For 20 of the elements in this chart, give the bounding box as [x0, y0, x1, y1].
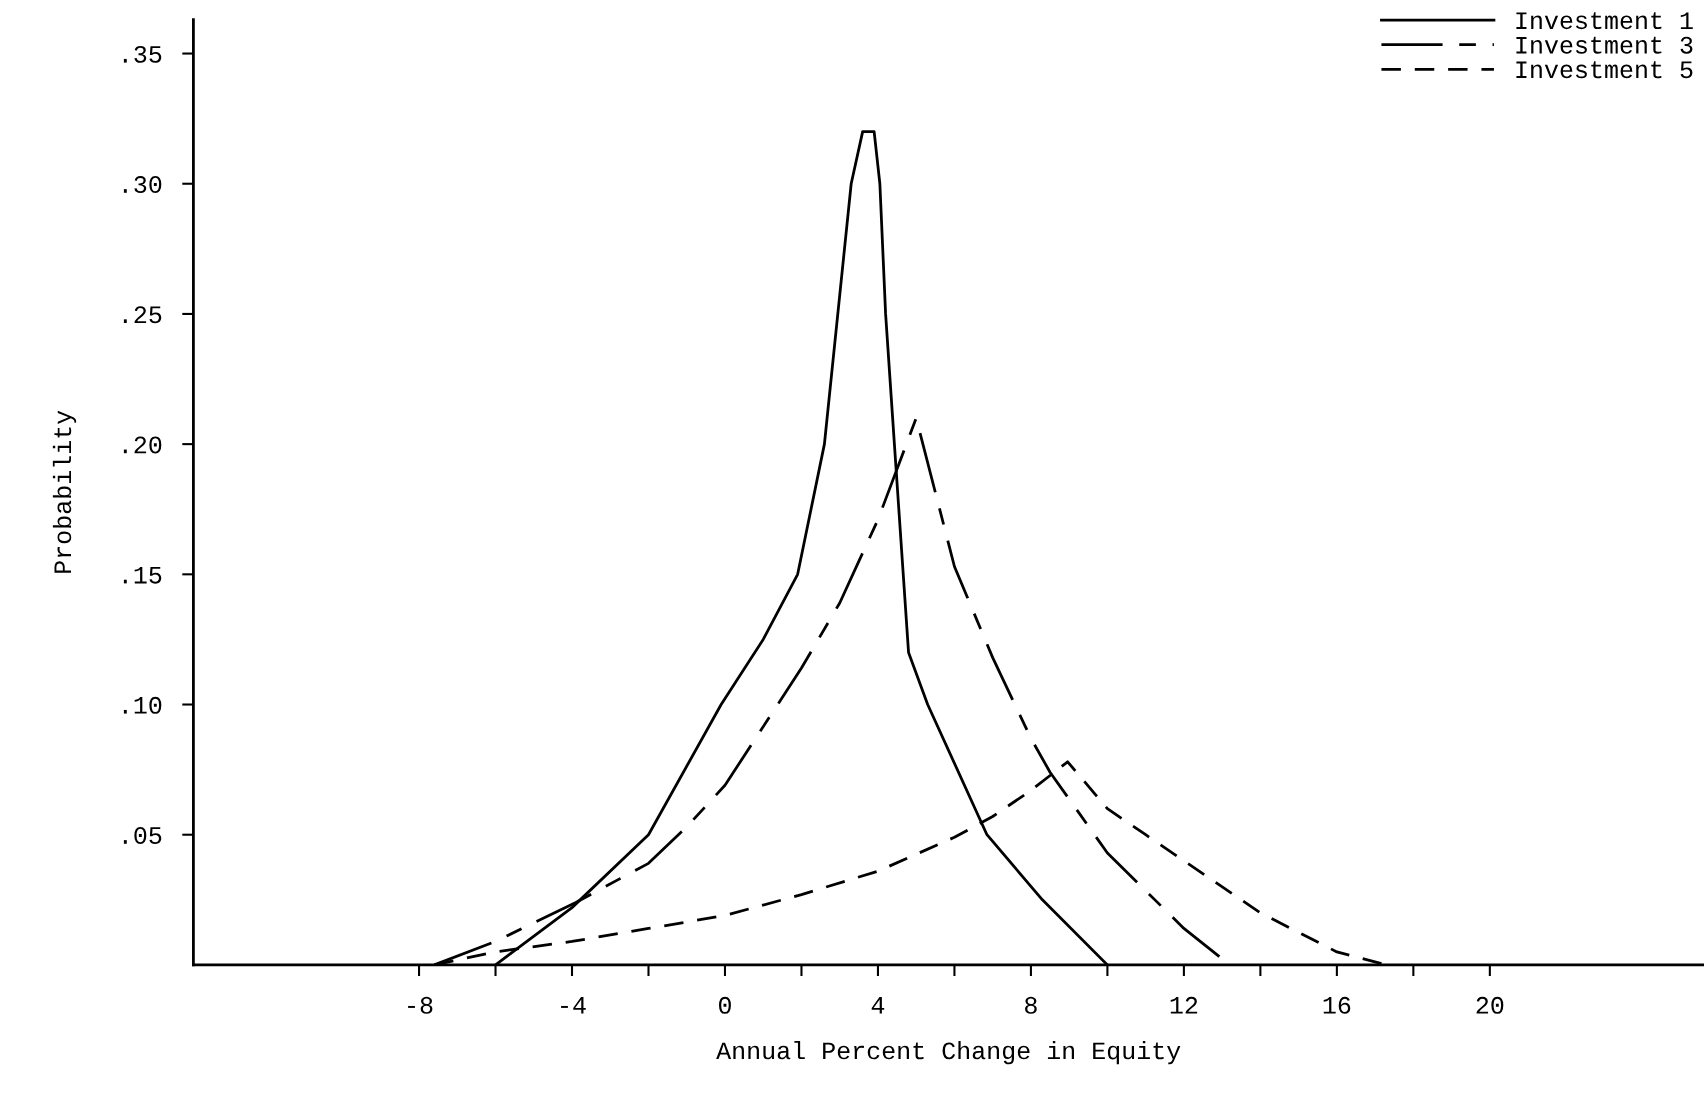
y-tick-label: .30: [123, 176, 162, 194]
x-tick-label: -4: [561, 997, 586, 1014]
y-tick-label: .20: [123, 436, 162, 454]
x-tick-label: 12: [1170, 996, 1198, 1014]
y-tick-label: .10: [123, 696, 162, 714]
y-tick-label: .25: [123, 306, 162, 324]
x-tick-label: 16: [1323, 996, 1351, 1014]
x-tick-label: 4: [871, 997, 885, 1014]
legend-label: Investment 3: [1516, 36, 1693, 54]
x-tick-label: -8: [408, 996, 433, 1014]
x-tick-label: 20: [1476, 996, 1504, 1014]
y-tick-label: .05: [123, 827, 162, 845]
x-axis-title: Annual Percent Change in Equity: [716, 1040, 1181, 1065]
x-tick-label: 8: [1025, 996, 1037, 1014]
x-tick-label: 0: [718, 996, 731, 1014]
y-tick-label: .15: [123, 566, 162, 584]
legend-label: Investment 5: [1516, 61, 1693, 79]
y-tick-label: .35: [123, 45, 162, 63]
y-axis-title: Probability: [52, 410, 77, 573]
legend-label: Investment 1: [1516, 12, 1693, 30]
